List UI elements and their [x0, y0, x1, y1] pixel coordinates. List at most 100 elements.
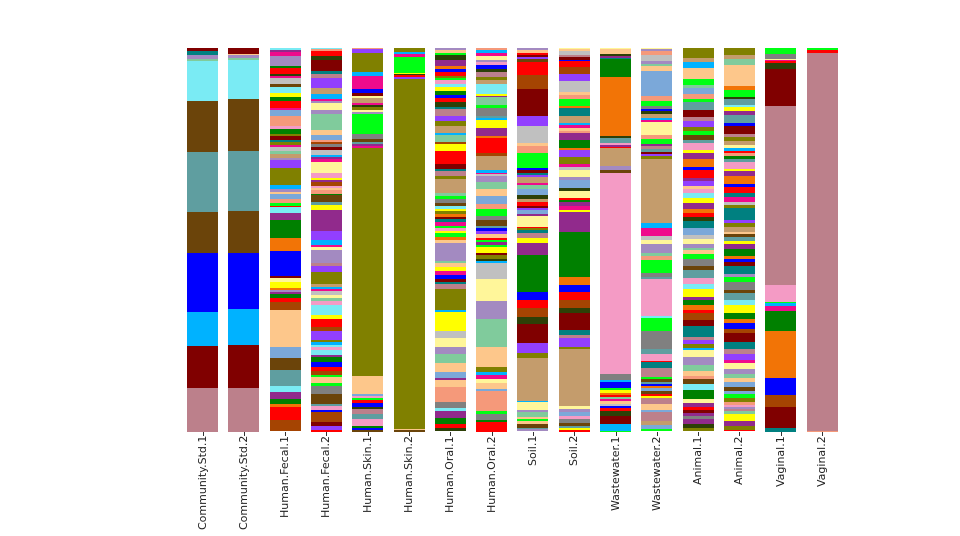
bar-segment — [434, 68, 466, 73]
x-tick — [574, 432, 576, 436]
bar-segment — [517, 59, 549, 63]
bar-segment — [476, 68, 508, 73]
x-tick-label: Vaginal.2 — [815, 436, 828, 487]
bar-segment — [558, 285, 590, 292]
bar-segment — [517, 299, 549, 308]
bar-segment — [682, 217, 714, 222]
bar-segment — [476, 84, 508, 94]
bar-segment — [310, 55, 342, 60]
bar-segment — [352, 427, 384, 430]
bar-segment — [434, 196, 466, 199]
bar-segment — [641, 382, 673, 385]
bar-segment — [600, 137, 631, 143]
bar-segment — [682, 67, 714, 80]
bar-segment — [269, 133, 301, 136]
bar-segment — [517, 174, 549, 178]
bar-segment — [558, 128, 590, 132]
bar-segment — [723, 391, 755, 394]
x-tick-label: Animal.1 — [691, 436, 705, 485]
bar-segment — [310, 283, 342, 287]
bar-segment — [517, 194, 549, 199]
bar-segment — [517, 291, 549, 300]
bar-segment — [228, 252, 260, 309]
x-tick-label: Community.Std.2 — [236, 436, 250, 531]
bar-segment — [682, 389, 714, 399]
bar-segment — [476, 382, 508, 390]
bar-segment — [682, 278, 714, 285]
bar-segment — [517, 401, 549, 410]
bar-segment — [517, 52, 549, 56]
bar-segment — [558, 179, 590, 188]
bar-segment — [517, 205, 549, 208]
bar-segment — [187, 211, 218, 253]
bar-segment — [476, 52, 508, 57]
bar-segment — [723, 202, 755, 205]
bar-segment — [682, 403, 714, 408]
bar-segment — [517, 168, 549, 171]
bar-segment — [558, 150, 590, 157]
bar-segment — [476, 138, 508, 154]
bar-segment — [600, 48, 631, 50]
bar-segment — [558, 210, 590, 213]
bar-segment — [765, 69, 797, 106]
bar-segment — [310, 374, 342, 377]
bar-segment — [269, 202, 301, 206]
bar-segment — [310, 158, 342, 163]
bar-segment — [310, 263, 342, 267]
bar-segment — [517, 215, 549, 227]
bar-segment — [641, 243, 673, 254]
bar-segment — [187, 48, 218, 52]
bar-segment — [765, 427, 797, 432]
bar-segment — [352, 107, 384, 110]
bar-soil-2 — [558, 48, 590, 432]
bar-segment — [517, 188, 549, 195]
bar-segment — [393, 72, 425, 75]
bar-segment — [682, 198, 714, 203]
bar-segment — [641, 228, 673, 236]
bar-segment — [517, 57, 549, 60]
bar-segment — [558, 349, 590, 406]
bar-segment — [434, 242, 466, 261]
bar-segment — [723, 155, 755, 159]
x-tick — [615, 432, 617, 436]
bar-segment — [352, 407, 384, 410]
x-tick — [780, 432, 782, 436]
bar-segment — [310, 129, 342, 135]
bar-segment — [517, 50, 549, 53]
bar-segment — [187, 58, 218, 61]
bar-segment — [682, 140, 714, 144]
bar-segment — [723, 248, 755, 256]
bar-segment — [310, 410, 342, 413]
x-tick-label: Human.Skin.1 — [360, 436, 374, 514]
x-tick — [532, 432, 534, 436]
bar-segment — [187, 60, 218, 101]
bar-segment — [558, 419, 590, 424]
bar-segment — [187, 252, 218, 312]
bar-segment — [269, 100, 301, 108]
bar-segment — [269, 49, 301, 52]
bar-segment — [723, 273, 755, 278]
bar-segment — [641, 119, 673, 123]
bar-segment — [310, 403, 342, 406]
bar-segment — [765, 59, 797, 62]
bar-segment — [476, 237, 508, 241]
bar-segment — [682, 258, 714, 266]
bar-segment — [600, 392, 631, 395]
bar-segment — [434, 222, 466, 226]
bar-segment — [352, 396, 384, 399]
bar-segment — [723, 292, 755, 301]
bar-segment — [600, 148, 631, 166]
bar-segment — [517, 307, 549, 318]
bar-segment — [434, 218, 466, 223]
bar-segment — [310, 141, 342, 144]
x-tick-label: Animal.2 — [732, 436, 746, 485]
bar-segment — [641, 256, 673, 260]
bar-segment — [723, 136, 755, 141]
bar-segment — [682, 98, 714, 103]
bar-segment — [723, 220, 755, 224]
bar-segment — [723, 411, 755, 414]
bar-segment — [310, 49, 342, 51]
bar-segment — [723, 176, 755, 185]
bar-segment — [682, 239, 714, 245]
bar-segment — [558, 176, 590, 180]
